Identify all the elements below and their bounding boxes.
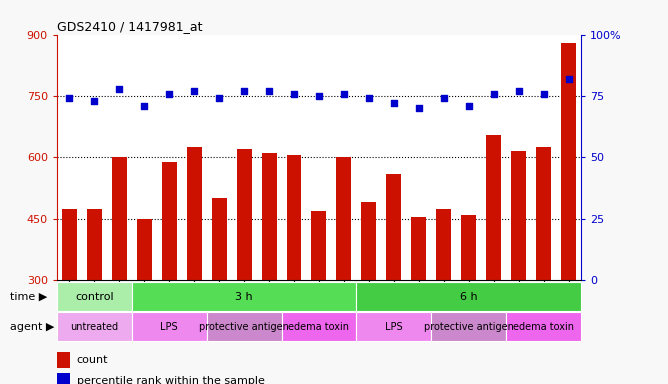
Text: protective antigen: protective antigen bbox=[424, 321, 514, 332]
Text: edema toxin: edema toxin bbox=[289, 321, 349, 332]
Bar bbox=[137, 219, 152, 384]
Point bbox=[289, 91, 299, 97]
Text: percentile rank within the sample: percentile rank within the sample bbox=[77, 376, 265, 384]
Point bbox=[214, 95, 224, 101]
Point bbox=[264, 88, 275, 94]
Bar bbox=[506, 312, 581, 341]
Point bbox=[314, 93, 325, 99]
Point bbox=[413, 105, 424, 111]
Bar bbox=[536, 147, 551, 384]
Bar bbox=[432, 312, 506, 341]
Bar bbox=[57, 373, 70, 384]
Bar bbox=[436, 209, 452, 384]
Point bbox=[139, 103, 150, 109]
Text: protective antigen: protective antigen bbox=[199, 321, 289, 332]
Bar bbox=[162, 162, 176, 384]
Point bbox=[514, 88, 524, 94]
Point bbox=[114, 86, 124, 92]
Point bbox=[389, 100, 399, 106]
Point bbox=[438, 95, 449, 101]
Bar bbox=[132, 312, 206, 341]
Bar bbox=[112, 157, 127, 384]
Point bbox=[488, 91, 499, 97]
Bar bbox=[511, 151, 526, 384]
Bar bbox=[281, 312, 357, 341]
Bar bbox=[57, 352, 70, 368]
Bar bbox=[57, 282, 132, 311]
Bar bbox=[61, 209, 77, 384]
Bar bbox=[357, 282, 581, 311]
Point bbox=[164, 91, 174, 97]
Text: agent ▶: agent ▶ bbox=[10, 321, 54, 332]
Bar bbox=[411, 217, 426, 384]
Bar bbox=[57, 312, 132, 341]
Bar bbox=[262, 153, 277, 384]
Point bbox=[339, 91, 349, 97]
Bar bbox=[212, 199, 226, 384]
Text: LPS: LPS bbox=[385, 321, 403, 332]
Text: LPS: LPS bbox=[160, 321, 178, 332]
Point bbox=[464, 103, 474, 109]
Point bbox=[563, 76, 574, 82]
Bar bbox=[287, 156, 301, 384]
Bar bbox=[87, 209, 102, 384]
Point bbox=[238, 88, 249, 94]
Text: count: count bbox=[77, 355, 108, 365]
Bar bbox=[132, 282, 357, 311]
Text: untreated: untreated bbox=[70, 321, 118, 332]
Bar bbox=[206, 312, 281, 341]
Text: 3 h: 3 h bbox=[235, 291, 253, 302]
Point bbox=[64, 95, 75, 101]
Bar bbox=[337, 157, 351, 384]
Text: edema toxin: edema toxin bbox=[513, 321, 574, 332]
Bar bbox=[236, 149, 252, 384]
Text: control: control bbox=[75, 291, 114, 302]
Bar bbox=[386, 174, 401, 384]
Text: GDS2410 / 1417981_at: GDS2410 / 1417981_at bbox=[57, 20, 202, 33]
Point bbox=[189, 88, 200, 94]
Text: time ▶: time ▶ bbox=[10, 291, 47, 302]
Bar bbox=[357, 312, 432, 341]
Bar bbox=[311, 211, 327, 384]
Text: 6 h: 6 h bbox=[460, 291, 478, 302]
Bar bbox=[186, 147, 202, 384]
Bar bbox=[462, 215, 476, 384]
Point bbox=[89, 98, 100, 104]
Bar bbox=[361, 202, 376, 384]
Bar bbox=[486, 135, 501, 384]
Point bbox=[538, 91, 549, 97]
Point bbox=[363, 95, 374, 101]
Bar bbox=[561, 43, 576, 384]
